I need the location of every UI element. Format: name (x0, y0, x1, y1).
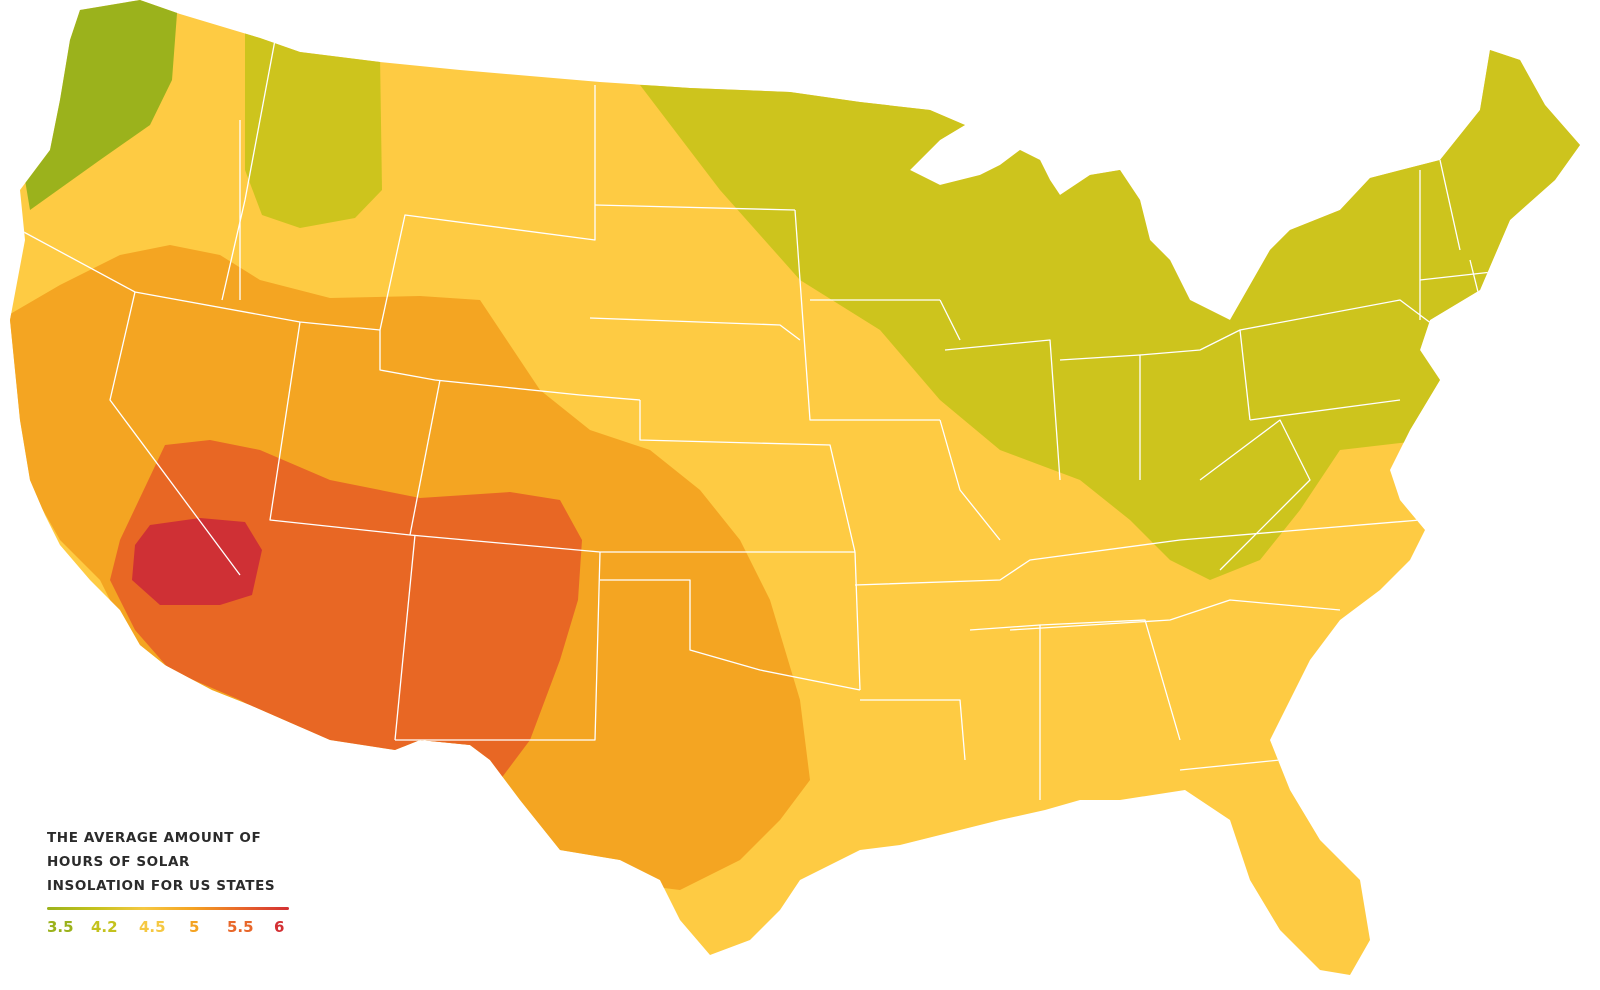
legend-tick-3-5: 3.5 (47, 918, 74, 936)
legend-tick-5-5: 5.5 (227, 918, 254, 936)
zone-6 (132, 518, 262, 605)
legend: THE AVERAGE AMOUNT OF HOURS OF SOLAR INS… (47, 826, 292, 942)
zone-4-2-northwest (245, 30, 382, 228)
legend-ticks: 3.5 4.2 4.5 5 5.5 6 (47, 918, 292, 942)
legend-tick-4-5: 4.5 (139, 918, 166, 936)
legend-title-line-1: THE AVERAGE AMOUNT OF (47, 830, 262, 846)
legend-title-line-3: INSOLATION FOR US STATES (47, 878, 276, 894)
legend-tick-6: 6 (274, 918, 285, 936)
legend-tick-5: 5 (189, 918, 200, 936)
legend-title: THE AVERAGE AMOUNT OF HOURS OF SOLAR INS… (47, 826, 292, 898)
legend-title-line-2: HOURS OF SOLAR (47, 854, 190, 870)
legend-tick-4-2: 4.2 (91, 918, 118, 936)
state-borders (19, 39, 1511, 800)
legend-gradient-bar (47, 907, 289, 910)
